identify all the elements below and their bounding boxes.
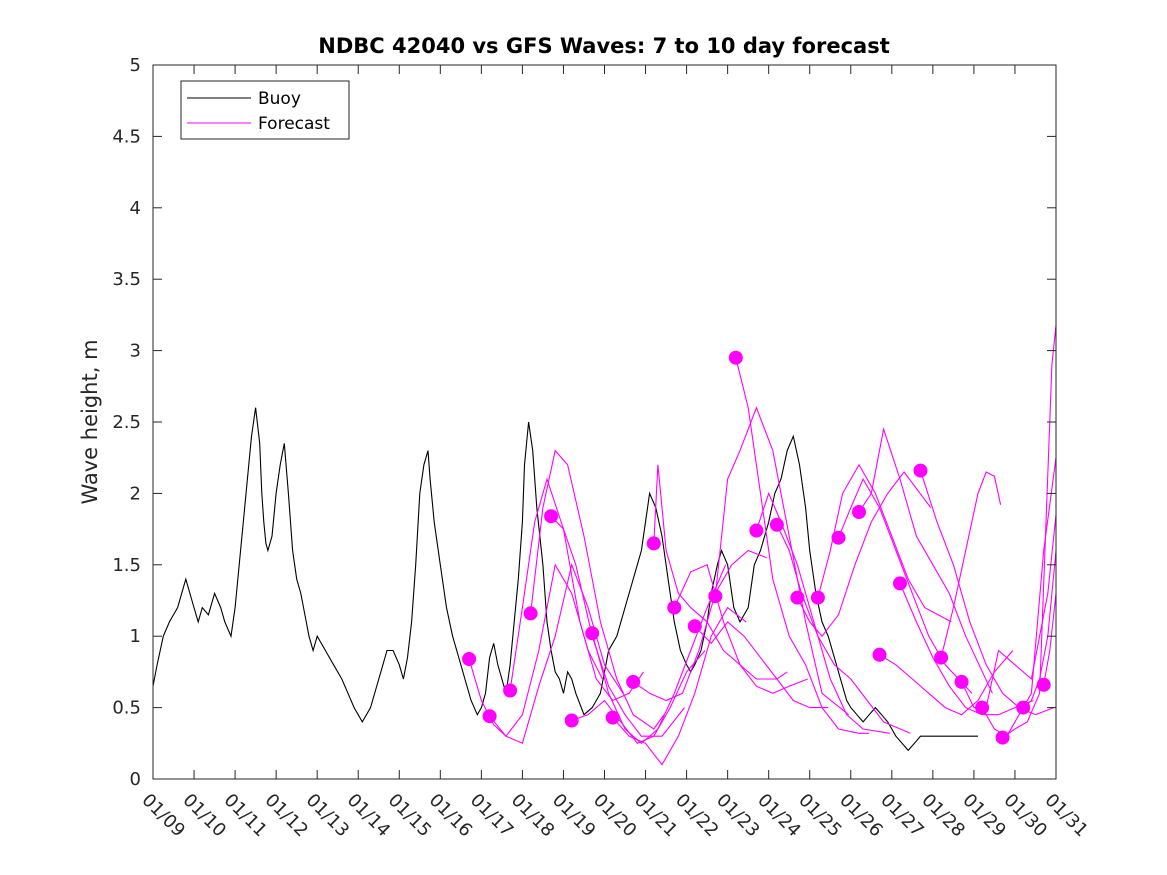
forecast-marker-6 <box>564 713 579 728</box>
forecast-marker-4 <box>523 606 538 621</box>
forecast-marker-16 <box>769 517 784 532</box>
y-tick-label: 2.5 <box>112 412 141 433</box>
forecast-marker-2 <box>482 709 497 724</box>
forecast-marker-26 <box>975 700 990 715</box>
forecast-marker-18 <box>810 590 825 605</box>
forecast-trace-14 <box>735 357 870 734</box>
forecast-marker-5 <box>544 509 559 524</box>
forecast-marker-9 <box>626 674 641 689</box>
y-tick-label: 0 <box>130 769 141 790</box>
forecast-trace-15 <box>755 491 890 734</box>
legend-forecast-label: Forecast <box>258 114 330 134</box>
forecast-trace-21 <box>879 650 1014 716</box>
forecast-marker-27 <box>995 730 1010 745</box>
forecast-marker-14 <box>728 350 743 365</box>
forecast-trace-18 <box>817 463 952 623</box>
forecast-trace-29 <box>1043 593 1057 685</box>
forecast-marker-3 <box>503 683 518 698</box>
forecast-trace-5 <box>550 515 685 737</box>
y-tick-label: 2 <box>130 483 141 504</box>
forecast-marker-19 <box>831 530 846 545</box>
forecast-marker-28 <box>1016 700 1031 715</box>
forecast-trace-26 <box>981 457 1057 737</box>
forecast-trace-10 <box>653 464 788 680</box>
forecast-marker-1 <box>462 652 477 666</box>
forecast-marker-11 <box>667 600 682 615</box>
forecast-marker-29 <box>1036 677 1051 692</box>
forecast-trace-27 <box>1002 324 1057 739</box>
forecast-marker-13 <box>708 589 723 604</box>
y-tick-label: 1 <box>130 626 141 647</box>
forecast-marker-10 <box>646 536 661 551</box>
forecast-trace-20 <box>858 426 993 694</box>
y-tick-label: 3.5 <box>112 269 141 290</box>
chart-title: NDBC 42040 vs GFS Waves: 7 to 10 day for… <box>318 34 889 58</box>
forecast-trace-12 <box>694 621 829 709</box>
forecast-marker-12 <box>687 619 702 634</box>
forecast-marker-20 <box>852 505 866 519</box>
forecast-marker-17 <box>790 590 805 605</box>
legend-box <box>180 80 350 140</box>
forecast-trace-9 <box>632 549 767 702</box>
y-tick-label: 3 <box>130 341 141 362</box>
forecast-trace-4 <box>530 449 665 730</box>
forecast-trace-28 <box>1022 550 1057 709</box>
forecast-trace-3 <box>509 477 644 702</box>
forecast-trace-17 <box>796 471 932 638</box>
forecast-trace-7 <box>591 564 727 745</box>
forecast-trace-13 <box>714 406 850 716</box>
legend-buoy-label: Buoy <box>258 89 301 109</box>
forecast-marker-25 <box>954 674 969 689</box>
forecast-trace-2 <box>489 562 624 745</box>
forecast-marker-7 <box>585 626 600 641</box>
series-layer <box>152 324 1057 766</box>
plot-area <box>153 65 1056 779</box>
y-axis-label: Wave height, m <box>78 339 102 504</box>
forecast-marker-15 <box>749 523 764 538</box>
forecast-marker-22 <box>893 576 907 591</box>
y-tick-label: 4 <box>130 198 141 219</box>
forecast-trace-16 <box>776 524 911 734</box>
legend: Buoy Forecast <box>180 80 350 140</box>
forecast-trace-6 <box>571 650 706 744</box>
forecast-marker-23 <box>913 463 928 478</box>
forecast-marker-21 <box>872 647 887 662</box>
forecast-marker-24 <box>934 650 949 665</box>
y-tick-label: 5 <box>130 55 141 76</box>
forecast-trace-23 <box>919 470 1055 716</box>
forecast-trace-22 <box>899 583 1034 716</box>
y-tick-label: 0.5 <box>112 698 141 719</box>
y-tick-label: 1.5 <box>112 555 141 576</box>
forecast-trace-24 <box>940 471 1002 658</box>
forecast-marker-8 <box>605 710 620 725</box>
buoy-series-line <box>152 407 978 752</box>
y-tick-label: 4.5 <box>112 126 141 147</box>
